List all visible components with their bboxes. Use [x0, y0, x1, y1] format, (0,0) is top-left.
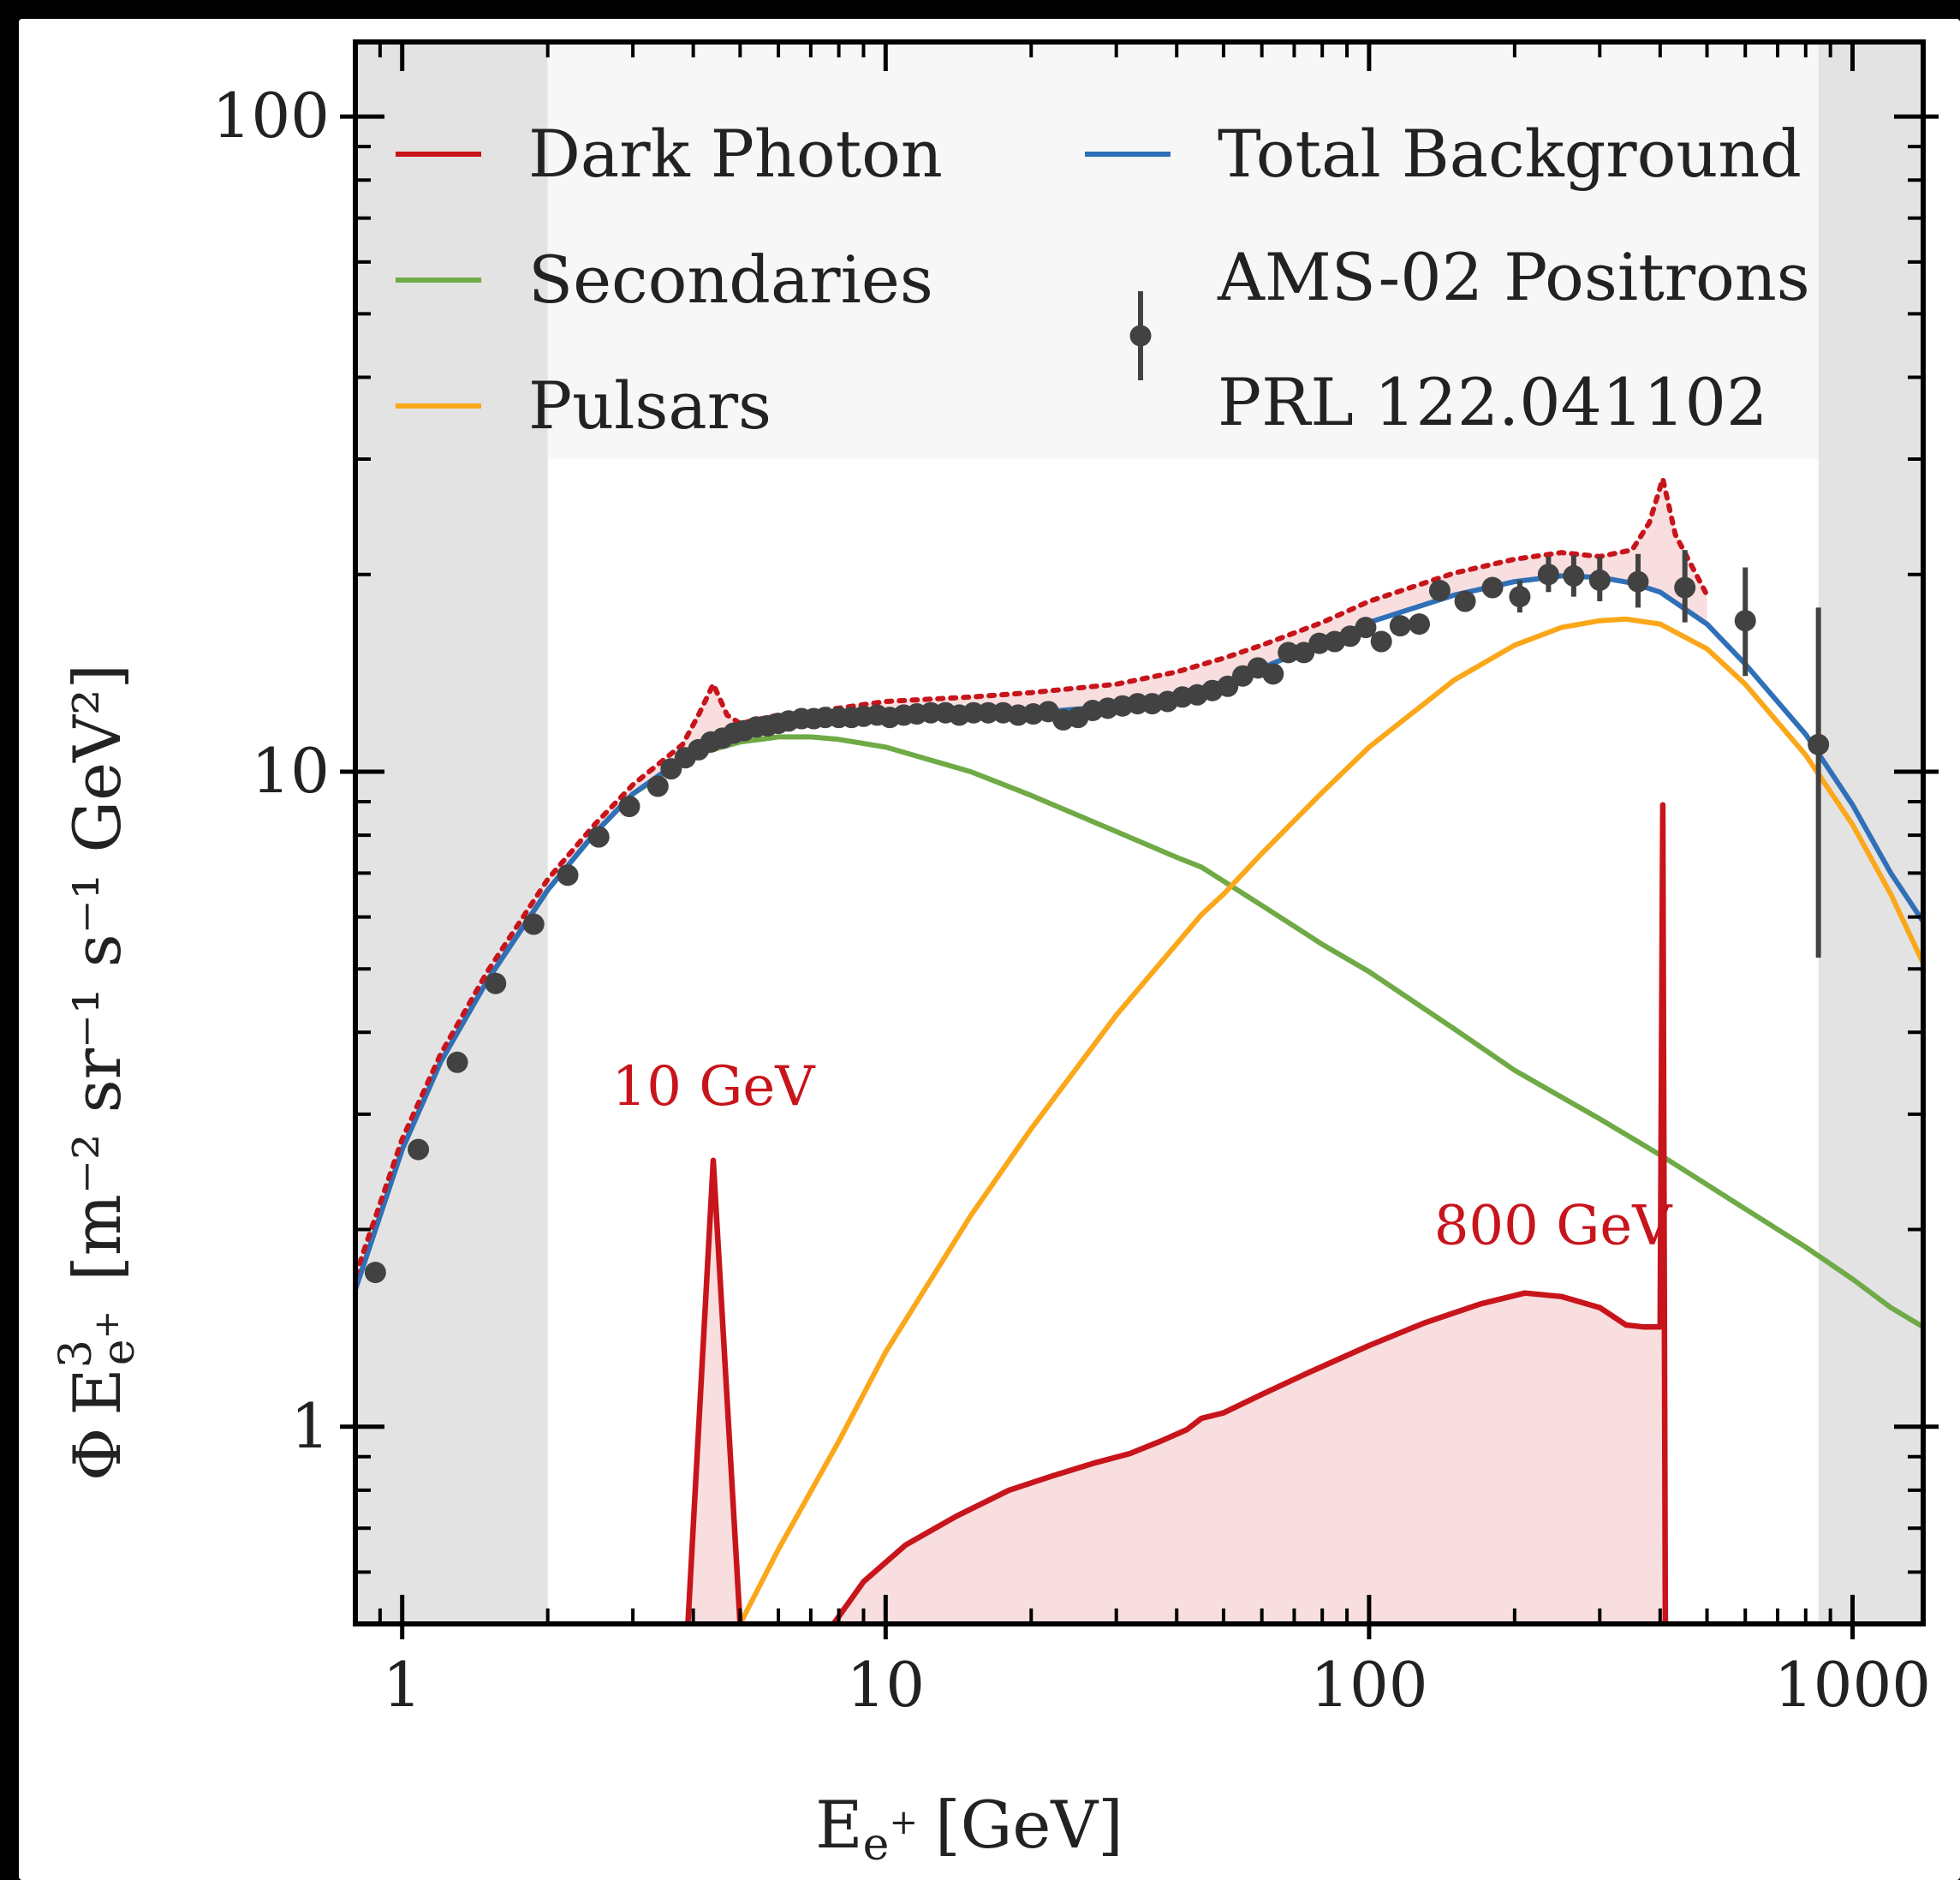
x-tick-label: 1000: [1774, 1649, 1931, 1721]
data-point: [1278, 642, 1300, 664]
data-point: [1428, 580, 1451, 602]
x-tick-label: 1: [383, 1649, 422, 1721]
data-point: [1293, 642, 1315, 664]
data-point: [1509, 586, 1531, 608]
data-point: [522, 913, 545, 935]
y-tick-label: 100: [212, 80, 330, 152]
pulsars-line: [737, 616, 1923, 1624]
legend-ams-02-positrons: AMS-02 Positrons PRL 122.041102: [1129, 239, 1810, 440]
shaded-region-0: [355, 42, 548, 1624]
data-point: [1409, 613, 1431, 636]
data-point: [1588, 569, 1611, 591]
data-point: [1217, 675, 1239, 697]
data-point: [485, 972, 507, 994]
data-point: [1454, 590, 1476, 612]
x-tick-label: 100: [1310, 1649, 1427, 1721]
peak-annotation-1: 800 GeV: [1434, 1195, 1674, 1258]
data-point: [1370, 630, 1392, 653]
data-point: [1734, 610, 1756, 632]
shaded-region-2: [547, 42, 1819, 460]
data-point: [587, 826, 610, 848]
data-point: [557, 864, 579, 886]
legend-total-background: Total Background: [1085, 116, 1802, 192]
data-point: [1627, 570, 1649, 593]
dark-photon-band-fill: [355, 479, 1707, 1290]
dark-photon-line-1: [831, 802, 1669, 1624]
legend-ams-02-positrons-marker: [1129, 325, 1152, 347]
data-point: [1481, 576, 1504, 599]
legend-ams-02-positrons-label: AMS-02 Positrons: [1217, 239, 1810, 315]
data-point: [1808, 733, 1830, 755]
dark-photon-fill-0: [688, 1160, 741, 1624]
series-lines: [355, 469, 1923, 1624]
data-point: [364, 1262, 386, 1284]
data-point: [1127, 693, 1149, 715]
peak-annotation-0: 10 GeV: [612, 1055, 817, 1119]
data-point: [1389, 615, 1411, 637]
data-point: [1563, 564, 1585, 587]
data-point: [646, 775, 669, 797]
legend-pulsars-label: Pulsars: [528, 367, 771, 444]
data-point: [446, 1051, 468, 1073]
data-point: [1262, 663, 1284, 685]
legend-total-background-label: Total Background: [1218, 116, 1802, 192]
legend-secondaries-label: Secondaries: [528, 242, 933, 318]
legend-dark-photon: Dark Photon: [396, 116, 943, 192]
secondaries-line: [355, 734, 1923, 1329]
positron-flux-chart: 10 GeV 800 GeV 1 10 100 1000 1 10 100 Dark Phot…: [51, 39, 1939, 1871]
annotations: 10 GeV 800 GeV: [612, 1055, 1674, 1258]
data-points: [364, 550, 1830, 1284]
data-point: [977, 701, 999, 724]
axes: 1 10 100 1000 1 10 100: [212, 39, 1939, 1721]
legend-pulsars: Pulsars: [396, 367, 771, 444]
legend-dark-photon-label: Dark Photon: [528, 116, 943, 192]
axis-labels: Ee+ [GeV] ΦE3e+[m⁻² sr⁻¹ s⁻¹ GeV²]: [51, 664, 1123, 1871]
legend-secondaries: Secondaries: [396, 242, 933, 318]
plot-frame: [353, 39, 1926, 1626]
data-point: [408, 1138, 430, 1161]
legend: Dark Photon Secondaries Pulsars Total Backg…: [396, 116, 1810, 444]
dark-photon-line-0: [685, 1157, 743, 1624]
dark-photon-fill-1: [833, 804, 1665, 1624]
data-point: [1355, 617, 1377, 639]
data-point: [618, 796, 640, 818]
legend-ams-02-positrons-label-line2: PRL 122.041102: [1218, 364, 1767, 440]
data-point: [962, 701, 985, 724]
data-point: [920, 701, 942, 724]
y-tick-label: 10: [251, 735, 330, 807]
data-point: [1674, 576, 1696, 599]
chart-panel: 10 GeV 800 GeV 1 10 100 1000 1 10 100 Dark Phot…: [19, 19, 1960, 1880]
total-plus-dark-photon-line: [355, 469, 1710, 1279]
data-point: [1537, 564, 1559, 586]
y-axis-label: ΦE3e+[m⁻² sr⁻¹ s⁻¹ GeV²]: [51, 664, 145, 1481]
y-tick-label: 1: [290, 1390, 330, 1462]
x-tick-label: 10: [846, 1649, 925, 1721]
x-axis-label: Ee+ [GeV]: [815, 1787, 1123, 1871]
